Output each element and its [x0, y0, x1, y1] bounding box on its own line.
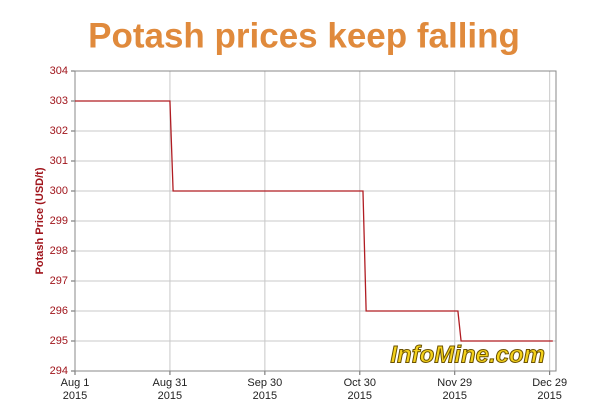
x-tick-label: Nov 29 2015: [437, 377, 473, 402]
y-tick-label: 296: [50, 305, 68, 317]
x-tick-label: Aug 31 2015: [152, 377, 188, 402]
y-tick-label: 302: [50, 125, 68, 137]
y-tick-label: 297: [50, 275, 68, 287]
y-axis-label: Potash Price (USD/t): [34, 167, 46, 274]
y-tick-label: 304: [50, 65, 68, 77]
y-tick-label: 294: [50, 365, 68, 377]
y-tick-label: 299: [50, 215, 68, 227]
x-tick-label: Aug 1 2015: [60, 377, 90, 402]
plot-border: [74, 70, 557, 372]
x-tick-label: Dec 29 2015: [532, 377, 568, 402]
x-tick-label: Oct 30 2015: [343, 377, 376, 402]
y-tick-label: 301: [50, 155, 68, 167]
y-tick-label: 295: [50, 335, 68, 347]
y-tick-label: 303: [50, 95, 68, 107]
x-tick-label: Sep 30 2015: [247, 377, 283, 402]
y-tick-label: 300: [50, 185, 68, 197]
chart-title: Potash prices keep falling: [88, 16, 520, 55]
price-line: [75, 100, 553, 342]
watermark: InfoMine.com: [390, 341, 545, 368]
y-tick-label: 298: [50, 245, 68, 257]
